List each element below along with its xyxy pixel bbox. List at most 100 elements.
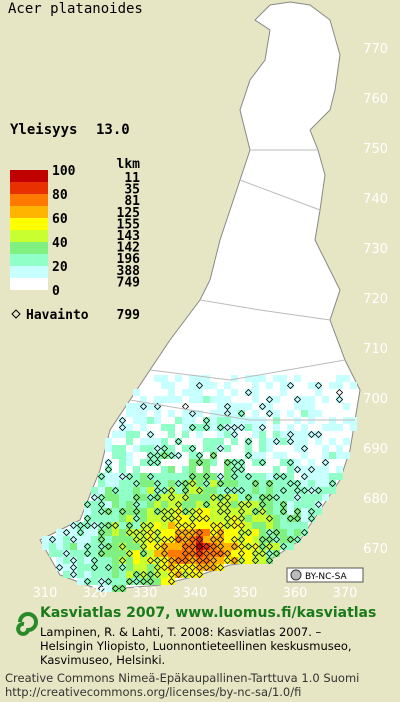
grid-cell bbox=[308, 501, 315, 508]
observation-point bbox=[97, 507, 106, 516]
grid-cell bbox=[63, 550, 70, 557]
grid-cell bbox=[182, 410, 189, 417]
grid-cell bbox=[287, 487, 294, 494]
grid-cell bbox=[217, 424, 224, 431]
grid-cell bbox=[175, 494, 182, 501]
grid-cell bbox=[147, 536, 154, 543]
grid-cell bbox=[301, 452, 308, 459]
observation-point bbox=[237, 465, 246, 474]
grid-cell bbox=[105, 536, 112, 543]
observation-point bbox=[48, 535, 57, 544]
grid-cell bbox=[245, 536, 252, 543]
grid-cell bbox=[322, 494, 329, 501]
observation-point bbox=[195, 570, 204, 579]
grid-cell bbox=[308, 508, 315, 515]
cc-badge-text: BY-NC-SA bbox=[305, 572, 348, 582]
grid-cell bbox=[182, 424, 189, 431]
grid-cell bbox=[77, 543, 84, 550]
grid-cell bbox=[196, 543, 203, 550]
observation-point bbox=[153, 535, 162, 544]
grid-cell bbox=[126, 536, 133, 543]
grid-cell bbox=[294, 522, 301, 529]
grid-cell bbox=[301, 466, 308, 473]
observation-point bbox=[286, 514, 295, 523]
grid-cell bbox=[105, 473, 112, 480]
observation-point bbox=[237, 521, 246, 530]
grid-cell bbox=[322, 487, 329, 494]
grid-cell bbox=[259, 452, 266, 459]
legend-count: 196 bbox=[117, 252, 141, 267]
grid-cell bbox=[140, 487, 147, 494]
grid-cell bbox=[259, 403, 266, 410]
grid-cell bbox=[252, 550, 259, 557]
grid-cell bbox=[287, 459, 294, 466]
observation-point bbox=[188, 563, 197, 572]
grid-cell bbox=[217, 529, 224, 536]
grid-cell bbox=[84, 515, 91, 522]
grid-cell bbox=[133, 550, 140, 557]
observation-point bbox=[251, 556, 260, 565]
grid-cell bbox=[336, 382, 343, 389]
grid-cell bbox=[98, 473, 105, 480]
observation-point bbox=[286, 458, 295, 467]
grid-cell bbox=[203, 536, 210, 543]
grid-cell bbox=[224, 550, 231, 557]
grid-cell bbox=[147, 459, 154, 466]
grid-cell bbox=[273, 375, 280, 382]
grid-cell bbox=[168, 557, 175, 564]
grid-cell bbox=[238, 417, 245, 424]
grid-cell bbox=[126, 480, 133, 487]
grid-cell bbox=[126, 564, 133, 571]
grid-cell bbox=[119, 515, 126, 522]
observation-point bbox=[55, 563, 64, 572]
grid-cell bbox=[147, 480, 154, 487]
grid-cell bbox=[231, 536, 238, 543]
grid-cell bbox=[147, 501, 154, 508]
grid-cell bbox=[182, 536, 189, 543]
observation-point bbox=[160, 514, 169, 523]
grid-cell bbox=[210, 396, 217, 403]
grid-cell bbox=[175, 522, 182, 529]
cc-icon bbox=[290, 569, 302, 581]
grid-cell bbox=[91, 557, 98, 564]
grid-cell bbox=[140, 522, 147, 529]
grid-cell bbox=[84, 536, 91, 543]
grid-cell bbox=[147, 543, 154, 550]
observation-point bbox=[118, 584, 127, 593]
observation-point bbox=[272, 549, 281, 558]
observation-point bbox=[230, 514, 239, 523]
grid-cell bbox=[154, 459, 161, 466]
grid-cell bbox=[189, 536, 196, 543]
grid-cell bbox=[273, 515, 280, 522]
observation-point bbox=[244, 437, 253, 446]
grid-cell bbox=[112, 529, 119, 536]
observation-point bbox=[216, 549, 225, 558]
observation-point bbox=[104, 542, 113, 551]
grid-cell bbox=[154, 375, 161, 382]
grid-cell bbox=[301, 480, 308, 487]
observation-point bbox=[83, 549, 92, 558]
grid-cell bbox=[224, 424, 231, 431]
grid-cell bbox=[217, 501, 224, 508]
grid-cell bbox=[168, 501, 175, 508]
grid-cell bbox=[147, 403, 154, 410]
grid-cell bbox=[301, 515, 308, 522]
observation-point bbox=[188, 479, 197, 488]
grid-cell bbox=[280, 389, 287, 396]
grid-cell bbox=[140, 515, 147, 522]
observation-point bbox=[314, 381, 323, 390]
observation-point bbox=[132, 535, 141, 544]
legend-scale-label: 0 bbox=[52, 284, 60, 299]
observation-point bbox=[118, 542, 127, 551]
grid-cell bbox=[182, 417, 189, 424]
grid-cell bbox=[224, 459, 231, 466]
grid-cell bbox=[126, 508, 133, 515]
grid-cell bbox=[238, 466, 245, 473]
grid-cell bbox=[210, 494, 217, 501]
grid-cell bbox=[308, 487, 315, 494]
observation-point bbox=[132, 528, 141, 537]
grid-cell bbox=[329, 480, 336, 487]
grid-cell bbox=[126, 459, 133, 466]
grid-cell bbox=[161, 536, 168, 543]
